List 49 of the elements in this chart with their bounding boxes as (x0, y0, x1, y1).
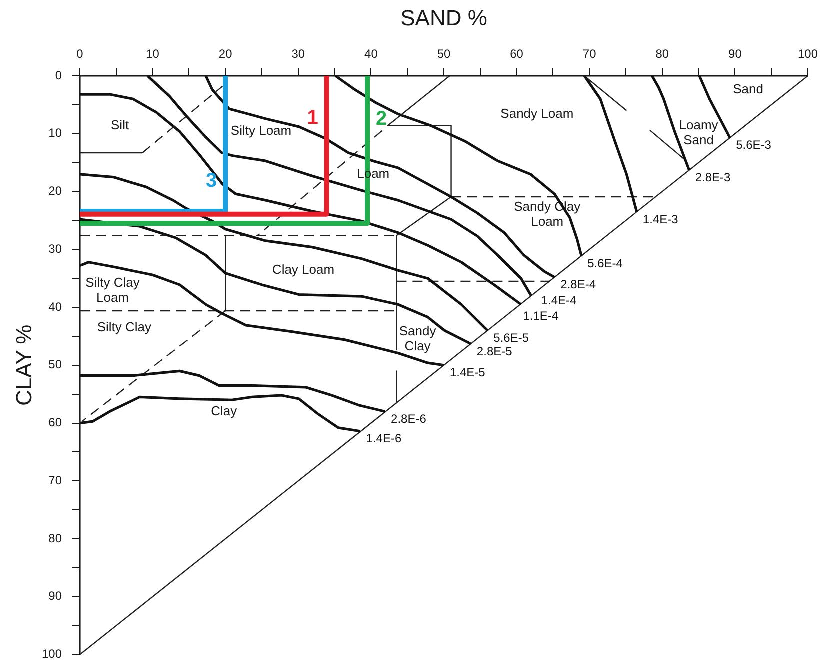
x-tick-label: 0 (76, 47, 84, 62)
y-tick-label: 80 (48, 531, 62, 546)
annotation: Sand (733, 81, 764, 96)
series-label: 1.4E-5 (450, 366, 486, 380)
series-label: 2.8E-6 (391, 412, 427, 426)
series-label: 5.6E-3 (736, 138, 772, 152)
annotation: Silty Loam (230, 123, 292, 138)
y-tick-label: 100 (42, 647, 62, 662)
x-tick-label: 50 (437, 47, 451, 62)
annotation: Silty Clay Loam (86, 274, 140, 305)
y-tick-label: 30 (48, 242, 62, 256)
series-label: 1.1E-4 (523, 308, 559, 323)
series-label: 1 (307, 106, 318, 129)
x-axis-title: SAND % (400, 5, 488, 30)
annotation: Sandy Clay (399, 323, 437, 354)
y-tick-label: 0 (55, 68, 62, 82)
x-tick-label: 90 (728, 47, 742, 62)
annotation: Loamy Sand (679, 117, 719, 148)
y-tick-label: 40 (48, 300, 62, 314)
y-tick-label: 50 (48, 358, 62, 372)
y-tick-label: 20 (48, 184, 62, 198)
series-label: 1.4E-3 (642, 212, 679, 226)
annotation: Clay (211, 403, 238, 418)
x-tick-label: 20 (218, 47, 233, 62)
series-label: 2.8E-3 (695, 170, 732, 185)
annotation: Sandy Loam (500, 106, 574, 121)
x-tick-label: 80 (656, 47, 670, 62)
series-label: 3 (206, 170, 218, 192)
annotation: Silt (111, 117, 130, 132)
series-label: 5.6E-5 (494, 330, 530, 345)
x-tick-label: 70 (582, 47, 597, 62)
annotation: Clay Loam (272, 262, 335, 278)
x-tick-label: 40 (364, 47, 378, 62)
y-tick-label: 90 (48, 589, 62, 604)
series-label: 2.8E-4 (560, 278, 596, 292)
x-tick-label: 60 (510, 47, 524, 62)
series-label: 2 (376, 108, 388, 130)
series-label: 2.8E-5 (476, 344, 513, 358)
series-label: 1.4E-6 (366, 432, 402, 446)
y-tick-label: 10 (48, 126, 62, 140)
series-label: 5.6E-4 (588, 256, 624, 270)
y-tick-label: 70 (48, 473, 62, 488)
series-label: 1.4E-4 (541, 293, 578, 308)
x-tick-label: 10 (146, 47, 160, 62)
annotation: Silty Clay (97, 319, 152, 334)
x-tick-label: 30 (292, 47, 306, 62)
y-axis-title: CLAY % (11, 324, 36, 406)
x-tick-label: 100 (798, 47, 818, 62)
y-tick-label: 60 (48, 416, 62, 430)
